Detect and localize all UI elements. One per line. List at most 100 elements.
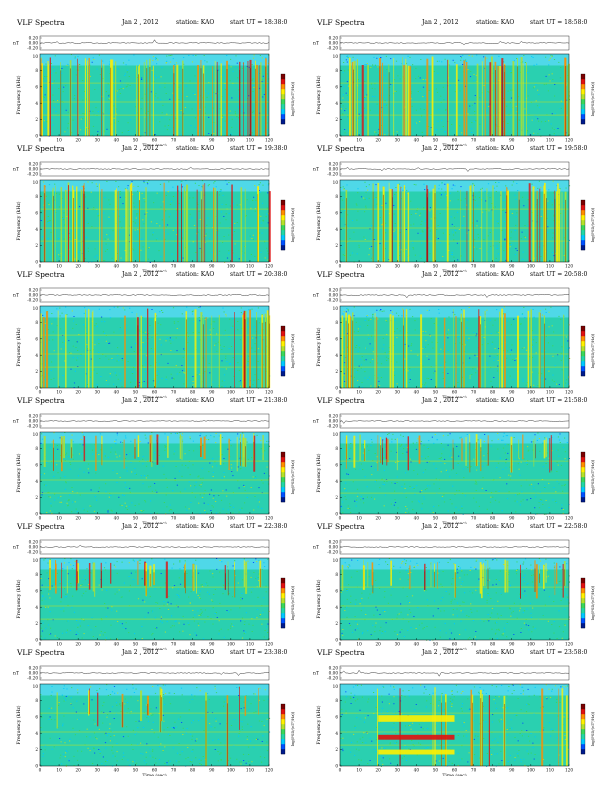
spectrogram-cell (41, 492, 44, 493)
panel-start-time: start UT = 19:38:0 (230, 145, 288, 152)
spectrogram-cell (475, 481, 477, 483)
spectrogram-cell (421, 230, 423, 232)
spectrogram-cell (342, 186, 344, 188)
spectrogram-cell (145, 460, 147, 461)
spectrogram-cell (210, 333, 212, 335)
spectrogram-cell (363, 359, 365, 361)
spectrogram-cell (50, 461, 53, 463)
spectrogram-cell (215, 501, 217, 502)
spectrogram-cell (546, 452, 548, 454)
spectrogram-cell (257, 307, 259, 309)
spectrogram-cell (371, 474, 373, 476)
colorbar-segment (281, 608, 285, 614)
spectrogram-cell (96, 384, 98, 386)
spectrogram-cell (553, 562, 555, 564)
ts-tick-label: 0.00 (329, 419, 339, 424)
spectrogram-cell (267, 222, 269, 224)
spectrogram-cell (68, 499, 70, 500)
spectrogram-cell (366, 315, 368, 316)
spectrogram-cell (248, 104, 250, 106)
spectrogram-cell (211, 252, 213, 254)
spectrogram-cell (183, 350, 186, 351)
spectrogram-cell (108, 199, 110, 201)
x-tick-label: 70 (171, 264, 177, 269)
spectrogram-cell (196, 374, 198, 376)
spectrogram-cell (431, 436, 433, 438)
spectrogram-cell (212, 328, 215, 329)
spectrogram-cell (76, 631, 78, 633)
spectrogram-cell (173, 322, 176, 324)
spectrogram-cell (241, 327, 243, 329)
spectrogram-cell (267, 184, 269, 186)
spectrogram-cell (70, 558, 72, 560)
spectrogram-cell (177, 595, 180, 596)
spectrogram-cell (192, 376, 194, 377)
x-tick-label: 90 (509, 138, 515, 143)
spectrogram-burst-core (382, 447, 383, 465)
spectrogram-cell (156, 333, 158, 335)
spectrogram-cell (340, 505, 342, 507)
spectrogram-cell (468, 55, 470, 56)
spectrogram-cell (544, 378, 547, 380)
spectrogram-cell (188, 450, 190, 451)
spectrogram-cell (427, 378, 430, 379)
spectrogram-cell (494, 558, 496, 559)
x-tick-label: 30 (395, 390, 401, 395)
spectrogram-cell (518, 468, 520, 470)
spectrogram-cell (552, 345, 554, 347)
spectrogram-cell (172, 377, 175, 379)
colorbar-segment (581, 457, 585, 463)
spectrogram-cell (467, 467, 469, 468)
spectrogram-cell (178, 596, 180, 598)
spectrogram-cell (393, 105, 395, 106)
spectrogram-cell (40, 474, 42, 476)
x-tick-label: 80 (190, 516, 196, 521)
spectrogram-cell (447, 434, 449, 436)
spectrogram-cell (265, 591, 267, 593)
spectrogram-cell (149, 485, 152, 487)
spectrogram-cell (103, 131, 106, 133)
spectrogram-cell (181, 370, 184, 372)
spectrogram-cell (144, 371, 147, 372)
spectrogram-cell (75, 347, 77, 348)
spectrogram-cell (163, 502, 165, 503)
spectrogram-cell (218, 633, 220, 635)
spectrogram-cell (212, 381, 214, 383)
spectrogram-cell (115, 443, 117, 445)
ts-unit-label: nT (13, 167, 19, 173)
colorbar-segment (281, 346, 285, 352)
spectrogram-cell (134, 638, 136, 639)
spectra-panel: VLF Spectra Jan 2 , 2012 station: KAO start… (306, 18, 602, 146)
spectrogram-cell (179, 432, 181, 434)
spectrogram-burst (80, 189, 83, 262)
colorbar-segment (281, 84, 285, 90)
spectrogram-cell (261, 480, 263, 481)
spectrogram-cell (88, 472, 90, 474)
spectrogram-cell (181, 186, 183, 188)
spectrogram-cell (532, 309, 534, 310)
spectrogram-cell (537, 118, 539, 120)
spectrogram-cell (219, 571, 221, 573)
spectrogram-cell (64, 596, 66, 598)
spectrogram-cell (519, 504, 521, 506)
spectrogram-cell (172, 339, 174, 341)
spectrogram-cell (106, 234, 108, 236)
spectrogram-cell (115, 374, 117, 376)
spectrogram-cell (510, 97, 513, 99)
spectrogram-cell (97, 491, 100, 492)
spectrogram-cell (221, 203, 223, 205)
spectrogram-burst-core (345, 320, 347, 388)
ts-tick-label: -0.20 (27, 298, 38, 303)
spectrogram-cell (383, 505, 385, 507)
spectrogram-cell (260, 448, 262, 450)
spectrogram-cell (476, 483, 478, 485)
spectrogram-burst (528, 183, 531, 262)
spectrogram-cell (513, 602, 515, 604)
spectrogram-cell (250, 576, 252, 578)
spectrogram-cell (210, 489, 212, 491)
spectrogram-cell (265, 626, 268, 628)
spectrogram-cell (456, 446, 458, 447)
spectrogram-cell (151, 634, 153, 636)
spectrogram-cell (416, 210, 418, 212)
